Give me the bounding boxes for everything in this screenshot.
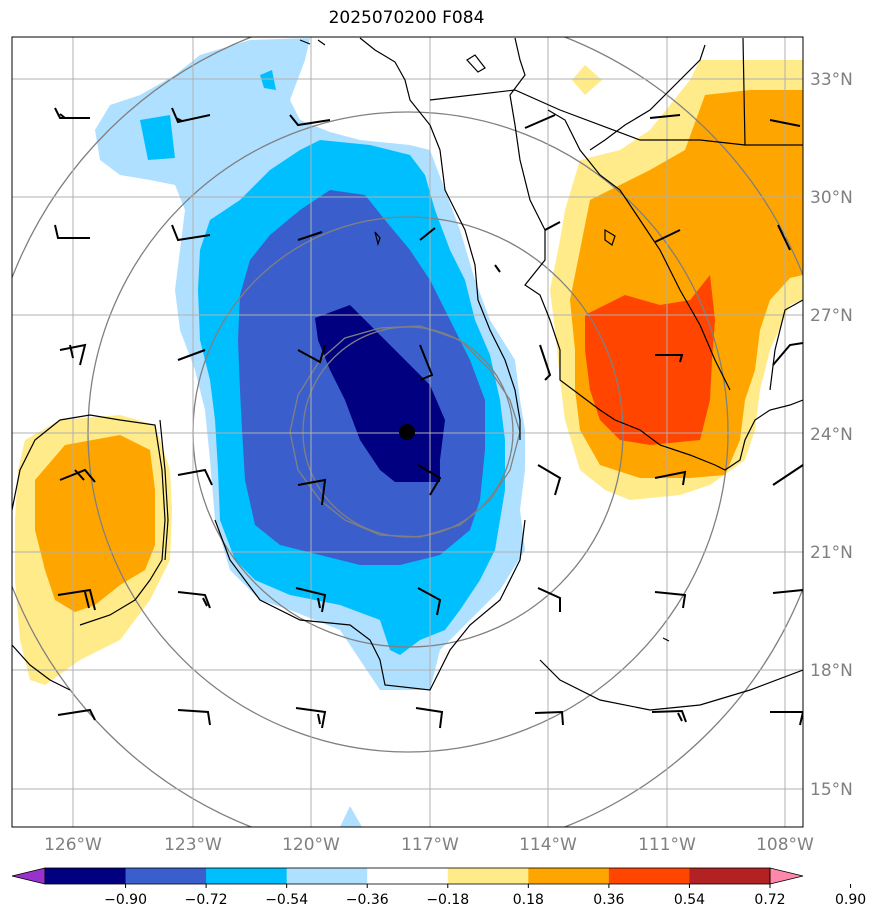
lon-label-114: 114°W [519,835,577,855]
lon-label-108: 108°W [756,835,814,855]
lon-label-126: 126°W [44,835,102,855]
lon-label-117: 117°W [401,835,459,855]
lat-label-33: 33°N [810,70,853,90]
colorbar-segment [125,868,207,884]
filled-contours [12,37,803,827]
colorbar-segment [528,868,610,884]
colorbar-tick-label: −0.54 [265,892,308,908]
colorbar-segment [689,868,771,884]
colorbar-segment [286,868,368,884]
lat-label-27: 27°N [810,306,853,326]
colorbar-extend-low [11,867,46,885]
colorbar-outline [44,867,771,885]
contour-pos-east-072 [585,275,715,445]
colorbar-tick-label: −0.36 [346,892,389,908]
contour-blob-a [140,115,175,160]
lat-label-18: 18°N [810,661,853,681]
colorbar-tick-label: 0.36 [593,892,624,908]
wind-barbs [54,107,803,729]
contour-pos-north-blob [572,65,602,95]
lat-labels: 33°N 30°N 27°N 24°N 21°N 18°N 15°N [810,70,853,800]
colorbar-tick-label: 0.54 [674,892,705,908]
lat-label-15: 15°N [810,780,853,800]
colorbar-tick-label: −0.18 [426,892,469,908]
lat-label-21: 21°N [810,543,853,563]
plot-frame [11,36,804,828]
storm-center-marker [399,424,415,440]
colorbar-extend-high [769,867,804,885]
colorbar-segment [447,868,529,884]
colorbar-tick-label: −0.90 [104,892,147,908]
contour-blob-c [340,806,362,827]
colorbar-tick-label: 0.90 [835,892,866,908]
gridlines [12,37,803,827]
lat-label-30: 30°N [810,188,853,208]
coastlines [12,37,803,711]
colorbar-tick-label: 0.18 [513,892,544,908]
colorbar-segment [367,868,449,884]
lon-label-111: 111°W [638,835,696,855]
colorbar-tick-label: −0.72 [185,892,228,908]
inner-ring [289,325,521,538]
colorbar-segment [206,868,288,884]
contour-pos-west-054 [35,435,155,612]
colorbar-segment [45,868,127,884]
colorbar-segment [608,868,690,884]
colorbar-tick-label: 0.72 [754,892,785,908]
lon-label-123: 123°W [164,835,222,855]
colorbar: −0.90 −0.72 −0.54 −0.36 −0.18 0.18 0.36 0.54 0.7… [11,867,866,908]
contour-blob-b [260,70,276,90]
lat-label-24: 24°N [810,425,853,445]
map-title: 2025070200 F084 [328,8,485,28]
lon-labels: 126°W 123°W 120°W 117°W 114°W 111°W 108°… [44,835,814,855]
lon-label-120: 120°W [282,835,340,855]
